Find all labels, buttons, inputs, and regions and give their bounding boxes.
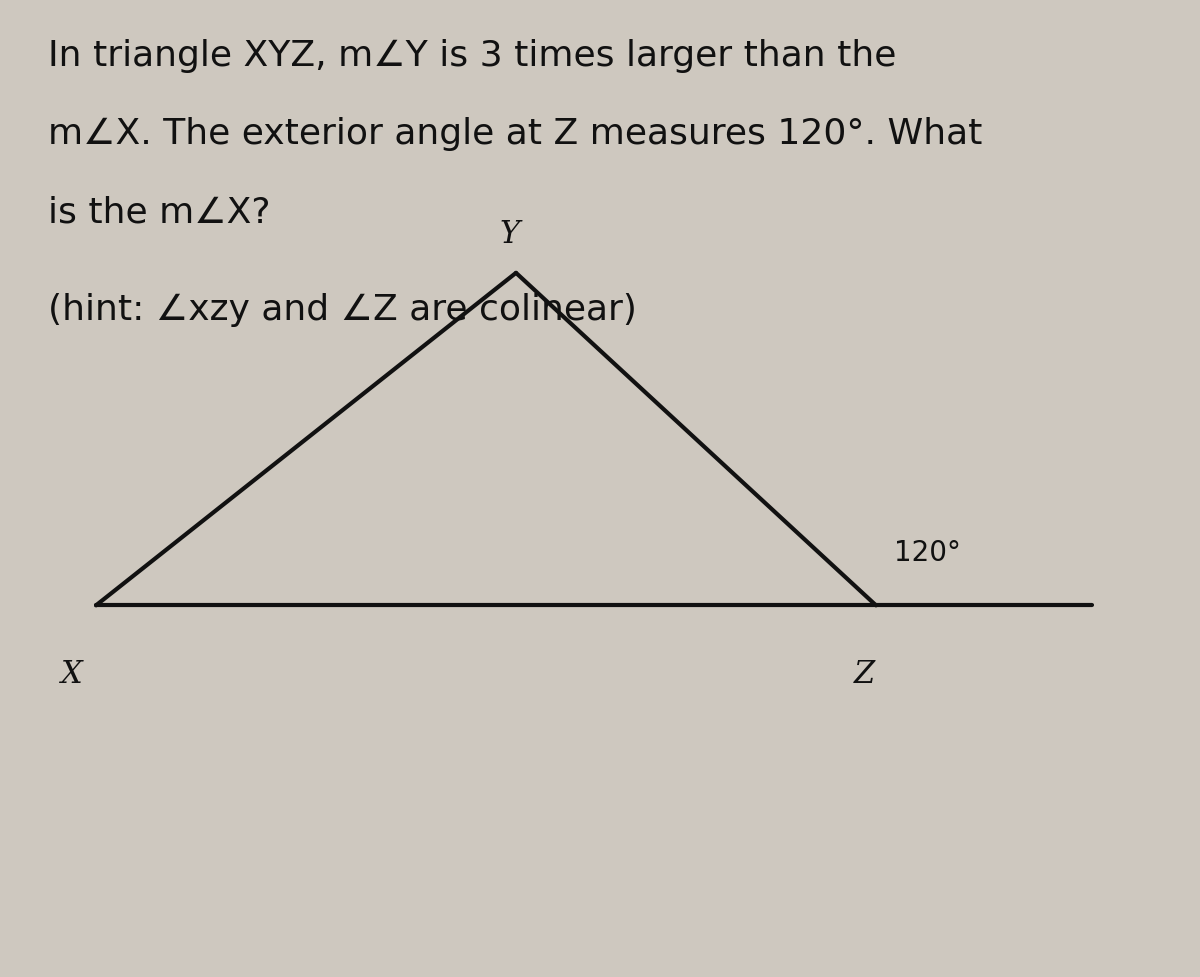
Text: Z: Z [853, 658, 875, 690]
Text: 120°: 120° [894, 538, 961, 567]
Text: m∠X. The exterior angle at Z measures 120°. What: m∠X. The exterior angle at Z measures 12… [48, 117, 983, 151]
Text: Y: Y [500, 219, 520, 250]
Text: X: X [61, 658, 83, 690]
Text: is the m∠X?: is the m∠X? [48, 195, 270, 230]
Text: (hint: ∠xzy and ∠Z are colinear): (hint: ∠xzy and ∠Z are colinear) [48, 293, 637, 327]
Text: In triangle XYZ, m∠Y is 3 times larger than the: In triangle XYZ, m∠Y is 3 times larger t… [48, 39, 896, 73]
